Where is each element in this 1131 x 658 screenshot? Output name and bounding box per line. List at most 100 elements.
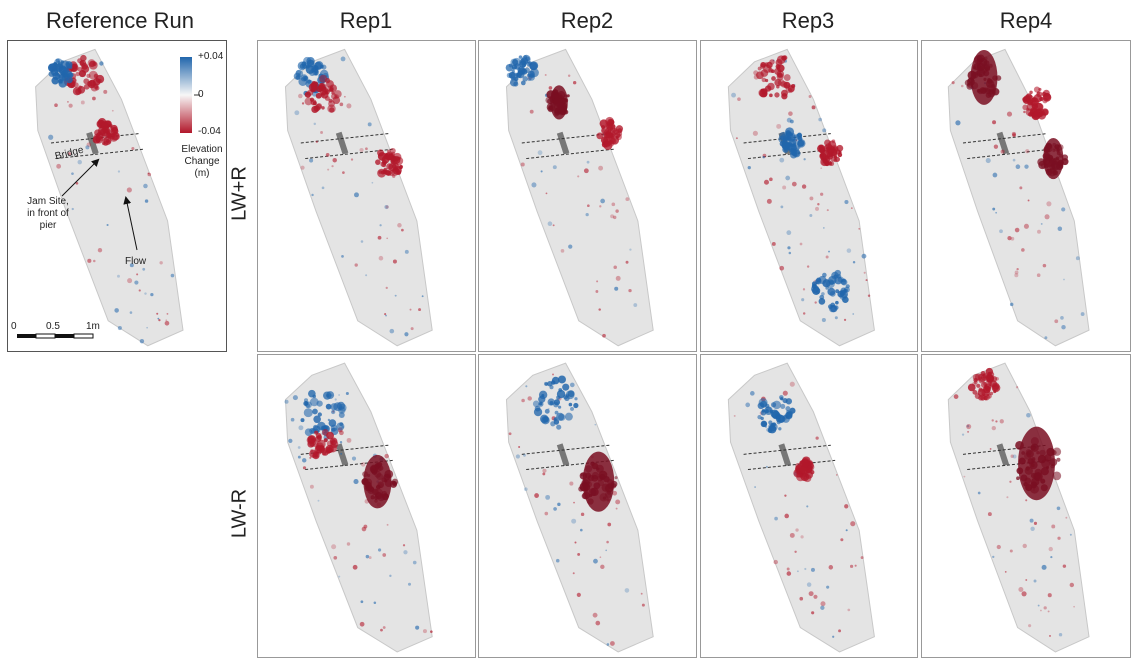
speckle [369,556,372,559]
speckle [822,128,826,132]
change-patch [771,76,776,81]
speckle [293,395,298,400]
speckle [753,131,758,136]
change-patch [519,55,523,59]
speckle [988,512,992,516]
speckle [516,454,520,458]
speckle [616,508,618,510]
speckle [807,265,809,267]
change-patch [834,276,842,284]
speckle [1081,312,1085,316]
speckle [602,334,606,338]
speckle [288,439,292,443]
speckle [789,252,792,255]
change-patch [569,403,573,407]
change-patch [811,285,819,293]
scale-label: 0.5 [46,321,60,333]
change-patch [94,134,101,141]
change-patch [598,480,604,486]
speckle [143,184,148,189]
speckle [374,602,377,605]
change-patch [776,415,784,423]
speckle [967,431,969,433]
speckle [787,568,790,571]
speckle [814,301,816,303]
change-patch [331,410,335,414]
speckle [118,170,120,172]
speckle [150,293,153,296]
speckle [69,104,73,108]
change-patch [823,159,828,164]
change-patch [66,76,73,83]
change-patch [1022,97,1026,101]
speckle [804,568,806,570]
speckle [1045,214,1050,219]
change-patch [1049,458,1057,466]
change-patch [311,83,318,90]
change-patch [819,298,826,305]
change-patch [792,143,797,148]
change-patch [314,72,317,75]
speckle [745,403,750,408]
change-patch [774,92,779,97]
speckle [1028,624,1031,627]
change-patch [765,406,771,412]
speckle [820,193,823,196]
speckle [361,240,364,243]
change-patch [565,413,573,421]
change-patch [838,151,841,154]
speckle [580,529,583,532]
change-patch [378,170,382,174]
speckle [963,476,965,478]
change-patch [80,55,86,61]
change-patch [301,61,306,66]
change-patch [604,139,611,146]
speckle [139,289,141,291]
change-patch [558,375,566,383]
speckle [415,626,419,630]
change-patch [371,469,375,473]
change-patch [779,395,784,400]
speckle [1024,224,1029,229]
change-patch [580,482,589,491]
change-patch [825,156,829,160]
speckle [574,541,576,543]
change-patch [301,418,305,422]
change-patch [313,101,317,105]
speckle [54,103,58,107]
speckle [577,553,580,556]
speckle [779,158,784,163]
change-patch [582,493,588,499]
change-patch [385,494,389,498]
speckle [316,141,318,143]
speckle [366,555,369,558]
speckle [322,186,325,189]
speckle [788,111,793,116]
speckle [954,394,959,399]
change-patch [984,57,988,61]
change-patch [1019,458,1026,465]
change-patch [603,476,609,482]
change-patch [315,104,321,110]
speckle [1049,635,1051,637]
speckle [430,630,433,633]
speckle [846,529,848,531]
speckle [387,524,389,526]
change-patch [760,62,766,68]
speckle [847,248,852,253]
speckle [625,588,630,593]
speckle [1037,273,1041,277]
speckle [379,224,381,226]
speckle [820,601,825,606]
change-patch [1049,164,1055,170]
change-patch [992,382,999,389]
speckle [994,145,998,149]
speckle [320,131,323,134]
speckle [1058,227,1063,232]
speckle [1050,556,1052,558]
speckle [335,398,337,400]
legend-title: Elevation Change (m) [176,144,228,180]
speckle [408,583,411,586]
speckle [606,541,609,544]
speckle [820,606,824,610]
